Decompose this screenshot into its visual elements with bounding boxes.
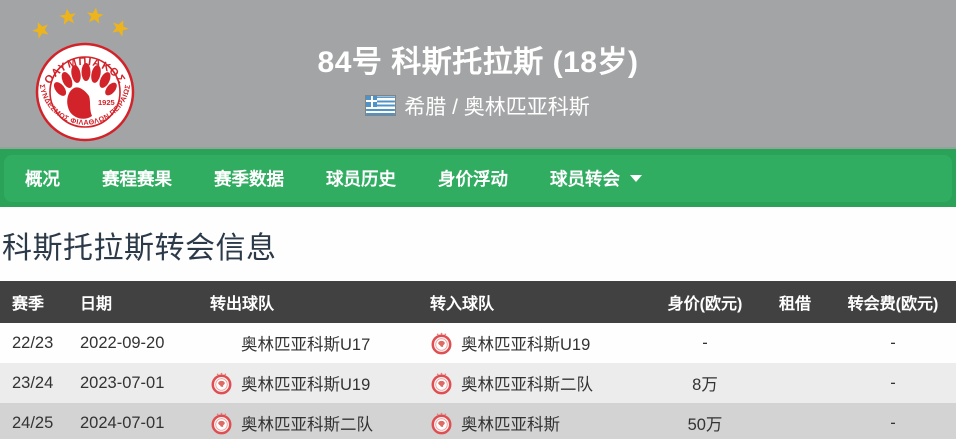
table-row: 23/24 2023-07-01 奥林匹亚科斯U19 奥林匹亚科斯二队 — [0, 363, 956, 403]
to-team-link[interactable]: 奥林匹亚科斯U19 — [461, 336, 591, 354]
col-header-from-team: 转出球队 — [200, 281, 420, 323]
nav-item-label: 球员转会 — [550, 169, 620, 189]
main-nav: 概况 赛程赛果 赛季数据 球员历史 身价浮动 球员转会 — [0, 147, 956, 207]
col-header-value: 身价(欧元) — [650, 281, 760, 323]
nav-item-transfers[interactable]: 球员转会 — [529, 155, 663, 202]
nav-item-overview[interactable]: 概况 — [4, 155, 81, 202]
fee-cell: - — [890, 373, 896, 392]
table-row: 24/25 2024-07-01 奥林匹亚科斯二队 奥林匹亚科斯 — [0, 403, 956, 439]
to-team-link[interactable]: 奥林匹亚科斯二队 — [461, 376, 593, 394]
nav-item-season-stats[interactable]: 赛季数据 — [193, 155, 305, 202]
table-row: 22/23 2022-09-20 奥林匹亚科斯U17 奥林匹亚科斯U19 — [0, 323, 956, 363]
from-team-cell: 奥林匹亚科斯U19 — [200, 363, 420, 403]
page-title: 84号 科斯托拉斯 (18岁) — [317, 45, 639, 79]
loan-cell — [760, 403, 830, 439]
club-crest-icon — [211, 371, 232, 394]
to-team-cell: 奥林匹亚科斯二队 — [420, 363, 650, 403]
value-cell: 50万 — [687, 416, 723, 434]
nav-item-label: 赛季数据 — [214, 169, 284, 189]
club-crest-icon — [431, 371, 452, 394]
to-team-cell: 奥林匹亚科斯 — [420, 403, 650, 439]
table-header-row: 赛季 日期 转出球队 转入球队 身价(欧元) 租借 转会费(欧元) — [0, 281, 956, 323]
loan-cell — [760, 323, 830, 363]
nav-item-label: 身价浮动 — [438, 169, 508, 189]
from-team-link[interactable]: 奥林匹亚科斯U19 — [241, 376, 371, 394]
fee-cell: - — [890, 333, 896, 352]
club-crest-icon — [431, 331, 452, 354]
season-cell: 24/25 — [12, 413, 54, 432]
value-cell: - — [702, 333, 708, 352]
olympiacos-crest-icon: ΟΛΥΜΠΙΑΚΟΣ ΣΥΝΔΕΣΜΟΣ ΦΙΛΑΘΛΩΝ ΠΕΙΡΑΙΩΣ 1… — [30, 6, 135, 142]
season-cell: 23/24 — [12, 373, 54, 392]
col-header-fee: 转会费(欧元) — [830, 281, 956, 323]
nav-item-label: 概况 — [25, 169, 60, 189]
nav-item-fixtures[interactable]: 赛程赛果 — [81, 155, 193, 202]
date-cell: 2022-09-20 — [80, 333, 165, 352]
player-nationality-club: 希腊 / 奥林匹亚科斯 — [404, 95, 590, 119]
value-cell: 8万 — [692, 376, 718, 394]
loan-cell — [760, 363, 830, 403]
nav-item-label: 球员历史 — [326, 169, 396, 189]
club-crest-icon — [431, 411, 452, 434]
col-header-loan: 租借 — [760, 281, 830, 323]
svg-text:1925: 1925 — [98, 98, 115, 107]
nav-item-market-value[interactable]: 身价浮动 — [417, 155, 529, 202]
fee-cell: - — [890, 413, 896, 432]
from-team-link[interactable]: 奥林匹亚科斯U17 — [241, 336, 371, 354]
chevron-down-icon — [630, 175, 642, 182]
nav-item-label: 赛程赛果 — [102, 169, 172, 189]
transfer-table: 赛季 日期 转出球队 转入球队 身价(欧元) 租借 转会费(欧元) 22/23 … — [0, 281, 956, 439]
col-header-season: 赛季 — [0, 281, 70, 323]
to-team-cell: 奥林匹亚科斯U19 — [420, 323, 650, 363]
club-crest-icon — [211, 411, 232, 434]
col-header-date: 日期 — [70, 281, 200, 323]
section-title: 科斯托拉斯转会信息 — [2, 232, 277, 265]
nav-item-player-history[interactable]: 球员历史 — [305, 155, 417, 202]
to-team-link[interactable]: 奥林匹亚科斯 — [461, 416, 560, 434]
col-header-to-team: 转入球队 — [420, 281, 650, 323]
from-team-cell: 奥林匹亚科斯U17 — [200, 323, 420, 363]
date-cell: 2024-07-01 — [80, 413, 165, 432]
greece-flag-icon — [366, 96, 396, 115]
season-cell: 22/23 — [12, 333, 54, 352]
from-team-link[interactable]: 奥林匹亚科斯二队 — [241, 416, 373, 434]
player-header: ΟΛΥΜΠΙΑΚΟΣ ΣΥΝΔΕΣΜΟΣ ΦΙΛΑΘΛΩΝ ΠΕΙΡΑΙΩΣ 1… — [0, 0, 956, 147]
date-cell: 2023-07-01 — [80, 373, 165, 392]
from-team-cell: 奥林匹亚科斯二队 — [200, 403, 420, 439]
